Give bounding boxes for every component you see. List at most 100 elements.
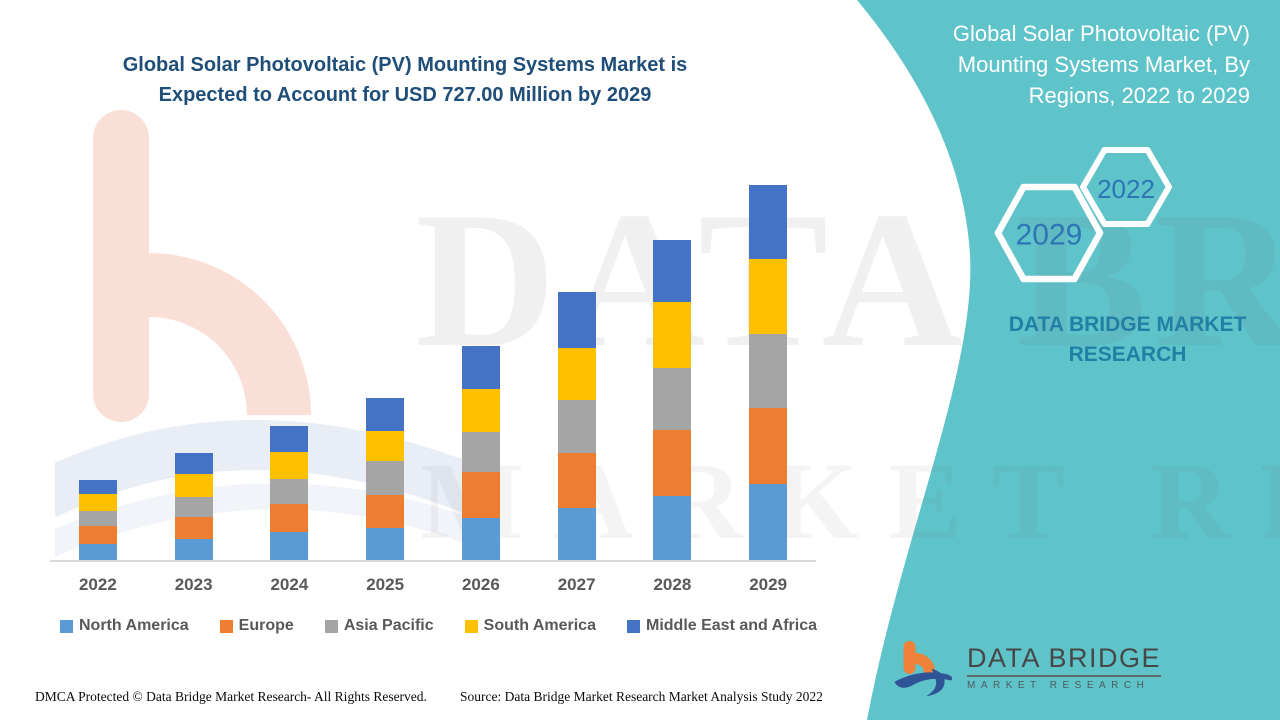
- logo-title: DATA BRIDGE: [967, 645, 1162, 677]
- legend-item-south-america: South America: [464, 617, 596, 635]
- bar-segment-asia-pacific-2027: [557, 399, 596, 453]
- year-hexagons: 2022 2029: [994, 147, 1172, 283]
- chart-plot-area: [50, 0, 816, 562]
- bar-stack-2028: [653, 239, 692, 560]
- bar-segment-south-america-2026: [461, 388, 500, 433]
- bar-segment-middle-east-and-africa-2024: [270, 426, 309, 453]
- bar-stack-2029: [749, 185, 788, 560]
- watermark-logo-b: [55, 110, 475, 557]
- legend-label: Europe: [238, 617, 294, 634]
- bar-group-2022: [50, 0, 146, 560]
- bar-group-2027: [529, 0, 625, 560]
- legend-label: South America: [483, 617, 596, 634]
- bar-segment-north-america-2022: [78, 543, 117, 560]
- bar-segment-middle-east-and-africa-2028: [653, 239, 692, 303]
- chart-title-line2: Expected to Account for USD 727.00 Milli…: [158, 84, 652, 106]
- bar-segment-europe-2022: [78, 526, 117, 544]
- bar-segment-europe-2028: [653, 430, 692, 496]
- side-panel-brand-text: DATA BRIDGE MARKET RESEARCH: [985, 310, 1270, 370]
- bar-segment-north-america-2029: [749, 484, 788, 560]
- bar-segment-south-america-2024: [270, 452, 309, 480]
- bar-segment-north-america-2023: [174, 538, 213, 560]
- chart-title-line1: Global Solar Photovoltaic (PV) Mounting …: [122, 54, 688, 76]
- bar-segment-south-america-2022: [78, 494, 117, 511]
- legend-label: Middle East and Africa: [646, 617, 817, 634]
- bar-segment-asia-pacific-2028: [653, 367, 692, 430]
- bar-segment-north-america-2026: [461, 518, 500, 560]
- stacked-bar-chart: 2022 2023 2024 2025 2026 2027 2028 2029: [50, 0, 816, 604]
- legend-item-north-america: North America: [60, 617, 189, 635]
- bar-segment-middle-east-and-africa-2023: [174, 452, 213, 474]
- bar-segment-north-america-2025: [366, 527, 405, 560]
- legend-swatch-icon: [219, 619, 233, 633]
- bar-stack-2022: [78, 479, 117, 560]
- bar-stack-2025: [366, 397, 405, 560]
- bar-segment-asia-pacific-2022: [78, 511, 117, 526]
- bar-segment-south-america-2027: [557, 347, 596, 400]
- brand-text-line1: DATA BRIDGE MARKET: [1008, 313, 1247, 336]
- legend-swatch-icon: [324, 619, 338, 633]
- chart-legend: North America Europe Asia Pacific South Ame…: [60, 617, 817, 635]
- x-axis-label-2029: 2029: [749, 575, 788, 594]
- x-axis-label-2025: 2025: [366, 575, 405, 594]
- bar-segment-asia-pacific-2026: [461, 432, 500, 473]
- databridge-logo-mark-icon: [894, 640, 953, 697]
- bar-segment-south-america-2029: [749, 259, 788, 335]
- bar-segment-europe-2024: [270, 504, 309, 533]
- bar-segment-europe-2029: [749, 407, 788, 485]
- legend-swatch-icon: [627, 619, 640, 633]
- bar-stack-2026: [461, 346, 500, 560]
- bar-segment-europe-2025: [366, 495, 405, 528]
- logo-subtitle: MARKET RESEARCH: [967, 680, 1150, 691]
- logo-text-block: DATA BRIDGE MARKET RESEARCH: [967, 645, 1162, 691]
- legend-label: Asia Pacific: [343, 617, 434, 634]
- bar-segment-south-america-2025: [366, 431, 405, 461]
- legend-item-middle-east-and-africa: Middle East and Africa: [627, 617, 817, 635]
- legend-label: North America: [79, 617, 189, 634]
- bar-group-2025: [337, 0, 433, 560]
- bar-segment-europe-2027: [557, 452, 596, 508]
- bar-segment-middle-east-and-africa-2025: [366, 397, 405, 432]
- bar-segment-south-america-2028: [653, 302, 692, 368]
- x-axis-label-2028: 2028: [653, 575, 692, 594]
- bar-stack-2023: [174, 452, 213, 560]
- legend-item-asia-pacific: Asia Pacific: [324, 617, 434, 635]
- x-axis-labels: 2022 2023 2024 2025 2026 2027 2028 2029: [50, 575, 816, 595]
- bar-segment-asia-pacific-2029: [749, 334, 788, 408]
- bar-segment-asia-pacific-2023: [174, 496, 213, 517]
- x-axis-label-2023: 2023: [174, 575, 213, 594]
- bar-segment-europe-2023: [174, 516, 213, 539]
- bar-group-2028: [625, 0, 721, 560]
- x-axis-label-2022: 2022: [78, 575, 117, 594]
- x-axis-label-2027: 2027: [557, 575, 596, 594]
- bar-segment-middle-east-and-africa-2029: [749, 185, 788, 260]
- bar-stack-2027: [557, 292, 596, 560]
- bar-group-2024: [242, 0, 338, 560]
- hexagon-year-end: 2029: [1016, 219, 1083, 252]
- bar-segment-middle-east-and-africa-2027: [557, 292, 596, 348]
- databridge-logo: DATA BRIDGE MARKET RESEARCH: [893, 630, 1162, 706]
- bar-segment-north-america-2024: [270, 532, 309, 560]
- bar-segment-middle-east-and-africa-2022: [78, 479, 117, 494]
- bar-group-2029: [720, 0, 816, 560]
- hexagon-year-start: 2022: [1097, 174, 1155, 204]
- legend-item-europe: Europe: [219, 617, 294, 635]
- footer-source-text: Source: Data Bridge Market Research Mark…: [460, 689, 823, 704]
- bar-segment-north-america-2027: [557, 507, 596, 560]
- bar-segment-middle-east-and-africa-2026: [461, 346, 500, 389]
- legend-swatch-icon: [60, 619, 73, 633]
- bar-group-2026: [433, 0, 529, 560]
- bar-group-2023: [146, 0, 242, 560]
- x-axis-label-2024: 2024: [270, 575, 309, 594]
- bar-stack-2024: [270, 426, 309, 560]
- chart-title: Global Solar Photovoltaic (PV) Mounting …: [55, 50, 755, 110]
- bar-segment-north-america-2028: [653, 495, 692, 560]
- footer-dmca-text: DMCA Protected © Data Bridge Market Rese…: [35, 689, 427, 704]
- side-panel-title: Global Solar Photovoltaic (PV) Mounting …: [952, 21, 1250, 108]
- bar-segment-south-america-2023: [174, 473, 213, 497]
- bar-segment-asia-pacific-2025: [366, 461, 405, 495]
- bar-segment-europe-2026: [461, 472, 500, 519]
- bar-segment-asia-pacific-2024: [270, 479, 309, 505]
- x-axis-label-2026: 2026: [461, 575, 500, 594]
